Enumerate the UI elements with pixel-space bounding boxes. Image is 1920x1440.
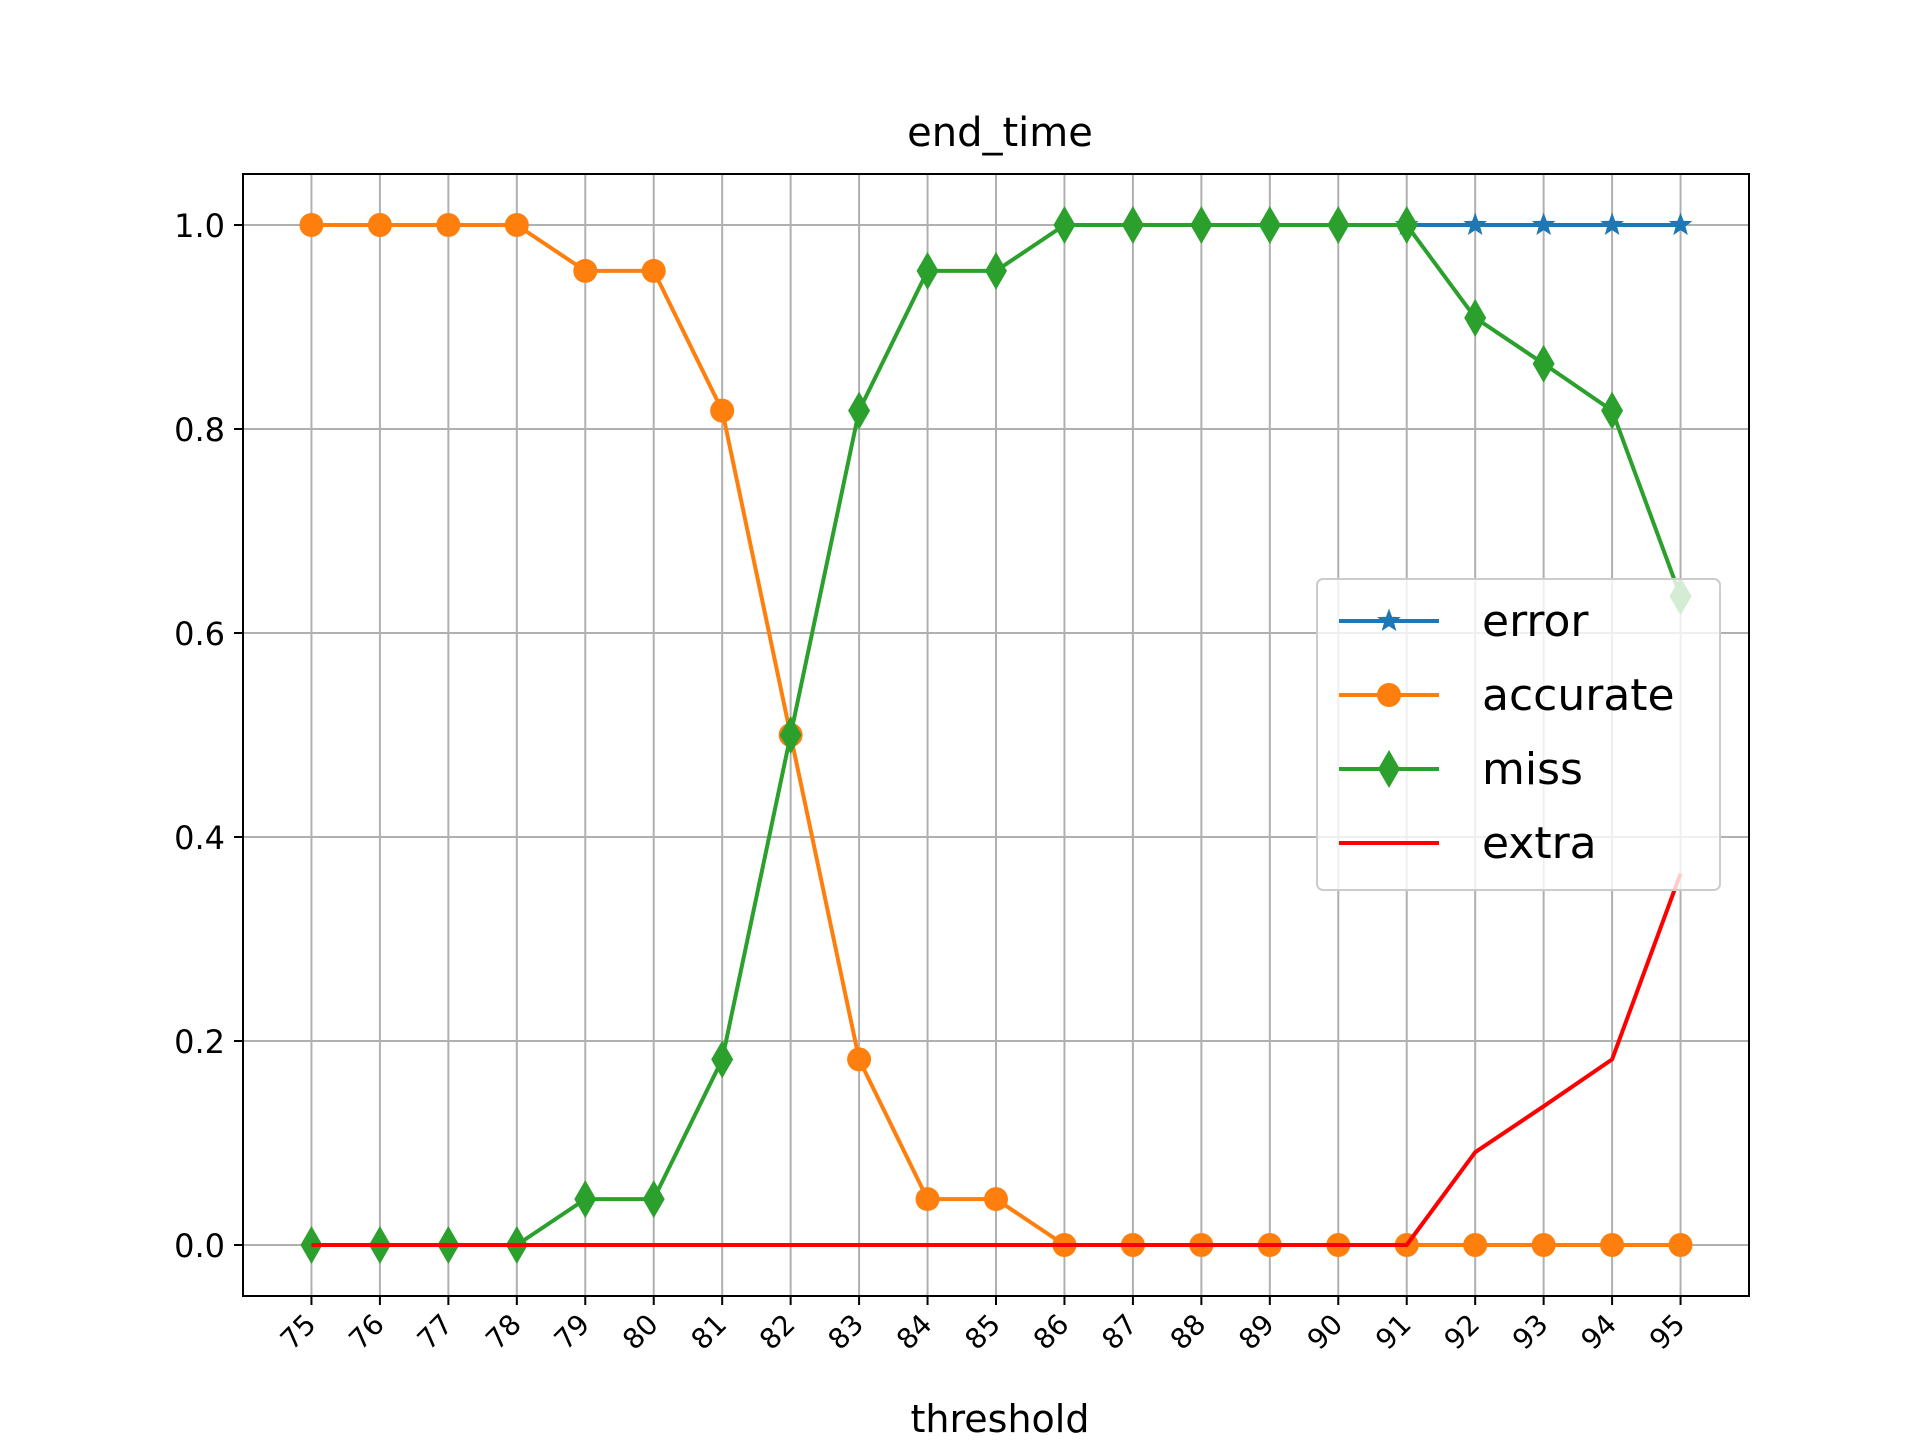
miss-point: [1258, 206, 1281, 244]
legend-marker: [1378, 750, 1400, 788]
accurate-point: [299, 213, 324, 237]
extra-line: [311, 873, 1683, 1247]
miss-point: [574, 1180, 597, 1219]
y-tick-label: 0.4: [174, 819, 225, 857]
miss-point: [985, 251, 1007, 290]
miss-point: [1121, 206, 1144, 244]
accurate-point: [504, 213, 529, 237]
legend-box: [1316, 578, 1721, 891]
legend-item-accurate: accurate: [1339, 670, 1675, 721]
chart-title: end_time: [907, 110, 1093, 156]
miss-point: [916, 251, 939, 290]
y-tick-label: 0.6: [174, 615, 225, 653]
accurate-point: [1463, 1233, 1488, 1257]
miss-point: [1395, 206, 1418, 244]
legend: error accurate miss extra: [1316, 578, 1721, 891]
miss-point: [300, 1226, 323, 1264]
miss-point: [1327, 206, 1350, 244]
legend-item-miss: miss: [1339, 744, 1583, 795]
x-axis-label: threshold: [911, 1397, 1090, 1440]
legend-label: miss: [1482, 744, 1583, 795]
accurate-point: [1668, 1233, 1693, 1257]
legend-label: error: [1482, 596, 1589, 647]
error-point: [1531, 212, 1556, 236]
legend-marker: [1377, 683, 1401, 707]
accurate-point: [915, 1187, 940, 1212]
error-point: [1463, 212, 1487, 236]
legend-item-extra: extra: [1339, 818, 1597, 869]
series-extra: [311, 873, 1683, 1247]
legend-marker: [1377, 608, 1401, 632]
miss-point: [1053, 206, 1076, 244]
miss-point: [779, 716, 802, 754]
accurate-point: [984, 1187, 1008, 1212]
legend-label: extra: [1482, 818, 1597, 869]
y-tick-label: 0.2: [174, 1023, 225, 1061]
accurate-point: [710, 398, 735, 423]
y-tick-label: 1.0: [174, 207, 225, 245]
miss-point: [1601, 391, 1624, 430]
y-tick-label: 0.8: [174, 411, 225, 449]
accurate-point: [436, 213, 461, 237]
miss-point: [711, 1040, 734, 1079]
legend-label: accurate: [1482, 670, 1675, 721]
error-point: [1600, 212, 1624, 236]
accurate-point: [641, 258, 666, 283]
miss-point: [1464, 298, 1487, 337]
y-tick-label: 0.0: [174, 1227, 225, 1265]
miss-point: [848, 391, 871, 430]
accurate-point: [847, 1047, 872, 1072]
accurate-point: [573, 258, 598, 283]
series-layer: [299, 206, 1693, 1264]
accurate-point: [367, 213, 392, 237]
miss-point: [1532, 344, 1555, 383]
miss-point: [1190, 206, 1213, 244]
accurate-point: [1600, 1233, 1625, 1257]
miss-point: [642, 1180, 665, 1219]
accurate-point: [1531, 1233, 1556, 1257]
legend-item-error: error: [1339, 596, 1589, 647]
error-point: [1668, 212, 1693, 236]
